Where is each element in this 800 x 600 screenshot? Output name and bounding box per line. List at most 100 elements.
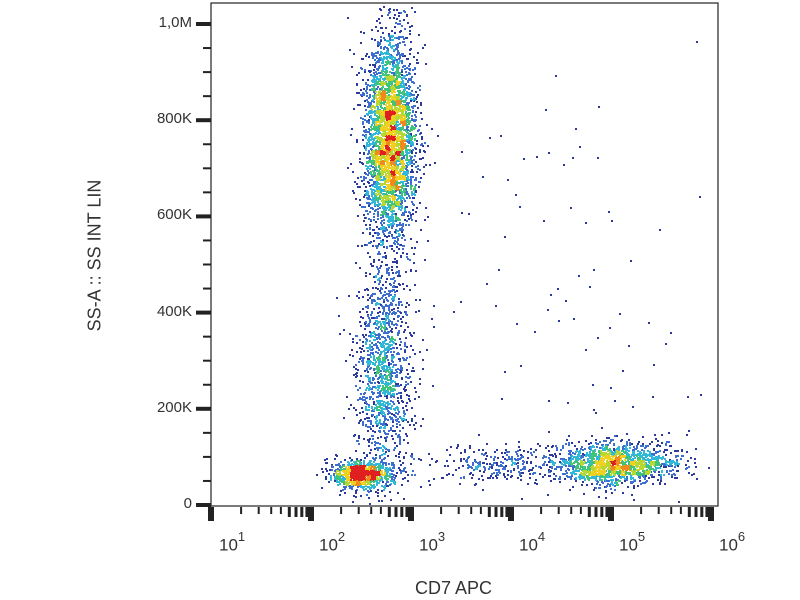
event-point [405,359,407,361]
event-point [369,168,371,170]
event-point [388,125,390,127]
event-point [408,377,410,379]
event-point [374,118,376,120]
event-point [395,385,397,387]
event-point [380,345,382,347]
event-point [375,91,377,93]
event-point [429,164,431,166]
event-point [373,156,375,158]
event-point [412,171,414,173]
event-point [399,192,401,194]
event-point [415,111,417,113]
event-point [382,91,384,93]
event-point [386,156,388,158]
event-point [397,44,399,46]
event-point [380,115,382,117]
event-point [409,149,411,151]
event-point [409,26,411,28]
event-point [424,259,426,261]
event-point [378,188,380,190]
event-point [399,109,401,111]
event-point [367,84,369,86]
event-point [391,79,393,81]
event-point [367,315,369,317]
event-point [399,177,401,179]
event-point [400,98,402,100]
event-point [380,36,382,38]
event-point [410,381,412,383]
event-point [397,94,399,96]
event-point [399,186,401,188]
event-point [402,401,404,403]
event-point [396,119,398,121]
event-point [400,136,402,138]
event-point [372,398,374,400]
event-point [390,294,392,296]
event-point [391,266,393,268]
event-point [394,144,396,146]
event-point [386,240,388,242]
event-point [402,252,404,254]
event-point [362,92,364,94]
event-point [368,119,370,121]
event-point [373,183,375,185]
event-point [381,413,383,415]
event-point [384,141,386,143]
event-point [400,12,402,14]
event-point [402,182,404,184]
event-point [411,125,413,127]
event-point [389,186,391,188]
event-point [362,58,364,60]
event-point [392,261,394,263]
event-point [406,197,408,199]
event-point [375,151,377,153]
event-point [397,121,399,123]
event-point [382,151,384,153]
event-point [367,307,369,309]
event-point [403,212,405,214]
event-point [387,359,389,361]
event-point [386,375,388,377]
event-point [408,398,410,400]
event-point [407,474,409,476]
event-point [352,338,354,340]
event-point [382,242,384,244]
event-point [415,299,417,301]
event-point [414,155,416,157]
event-point [413,159,415,161]
event-point [387,317,389,319]
event-point [398,102,400,104]
event-point [380,165,382,167]
event-point [373,317,375,319]
event-point [374,169,376,171]
event-point [372,79,374,81]
event-point [372,176,374,178]
event-point [390,363,392,365]
event-point [399,430,401,432]
event-point [357,104,359,106]
event-point [415,422,417,424]
event-point [386,355,388,357]
event-point [388,184,390,186]
event-point [406,121,408,123]
event-point [398,96,400,98]
event-point [369,452,371,454]
event-point [382,112,384,114]
event-point [387,100,389,102]
event-point [381,326,383,328]
event-point [384,394,386,396]
event-point [362,317,364,319]
event-point [380,222,382,224]
event-point [389,17,391,19]
event-point [379,364,381,366]
event-point [388,407,390,409]
event-point [377,368,379,370]
event-point [371,349,373,351]
event-point [368,205,370,207]
event-point [407,94,409,96]
event-point [388,102,390,104]
event-point [378,18,380,20]
event-point [388,142,390,144]
event-point [381,318,383,320]
event-point [380,328,382,330]
